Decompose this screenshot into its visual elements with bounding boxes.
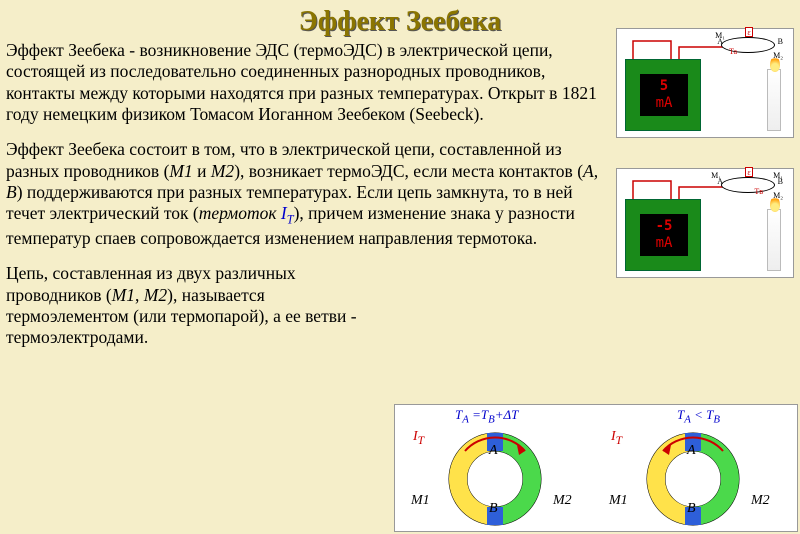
- p2-c: ), возникает термоЭДС, если места контак…: [234, 161, 583, 181]
- p2-it: IT: [281, 203, 294, 223]
- candle-2: [767, 209, 781, 271]
- emf-symbol: ε: [745, 27, 753, 37]
- ring-diagrams: TA =TB+ΔT IT A B M1 M2 TA < TB IT A B M1…: [394, 404, 798, 532]
- meter-2-unit: mA: [640, 235, 688, 252]
- meter-2: -5 mA: [625, 199, 701, 271]
- lbl-m1b-2: M₁: [773, 171, 783, 180]
- meter-1-value: 5: [640, 78, 688, 95]
- body-text: Эффект Зеебека - возникновение ЭДС (терм…: [6, 40, 606, 363]
- meter-2-value: -5: [640, 218, 688, 235]
- flame-icon-2: [770, 196, 780, 212]
- paragraph-2: Эффект Зеебека состоит в том, что в элек…: [6, 139, 606, 249]
- ring-right-a: A: [687, 443, 696, 459]
- emf-symbol-2: ε: [745, 167, 753, 177]
- flame-icon: [770, 56, 780, 72]
- ring-left-formula: TA =TB+ΔT: [455, 407, 518, 426]
- ring-left-it: IT: [413, 429, 424, 447]
- p2-m2: М2: [211, 161, 234, 181]
- figure-2: ε A B M₁ M₁ M₂ Tв -5 mA: [616, 168, 794, 278]
- ring-left-m1: M1: [411, 493, 430, 509]
- ring-right-it: IT: [611, 429, 622, 447]
- it-sub: T: [418, 434, 424, 447]
- it-sub-r: T: [616, 434, 622, 447]
- ring-right-formula: TA < TB: [677, 407, 720, 426]
- ring-right-m1: M1: [609, 493, 628, 509]
- ring-left-m2: M2: [553, 493, 572, 509]
- meter-1-unit: mA: [640, 95, 688, 112]
- p3-b: ,: [135, 285, 144, 305]
- lbl-tb: Tв: [754, 187, 763, 196]
- p3-m2: М2: [144, 285, 167, 305]
- figure-1: ε A B M₁ M₂ Ta 5 mA: [616, 28, 794, 138]
- ring-left-a: A: [489, 443, 498, 459]
- candle-1: [767, 69, 781, 131]
- p3-m1: М1: [112, 285, 135, 305]
- lbl-m1-2: M₁: [711, 171, 721, 180]
- thermocouple-oval-2: [721, 177, 775, 193]
- p2-b: и: [193, 161, 211, 181]
- meter-1-screen: 5 mA: [640, 74, 688, 116]
- ring-right-b: B: [687, 501, 696, 517]
- paragraph-3: Цепь, составленная из двух различных про…: [6, 263, 386, 348]
- meter-1: 5 mA: [625, 59, 701, 131]
- p2-term: термоток: [199, 203, 281, 223]
- paragraph-1: Эффект Зеебека - возникновение ЭДС (терм…: [6, 40, 606, 125]
- ring-right-m2: M2: [751, 493, 770, 509]
- lbl-b: B: [778, 37, 783, 46]
- p2-it-sub: T: [287, 213, 294, 227]
- ring-left-b: B: [489, 501, 498, 517]
- lbl-m1: M₁: [715, 31, 725, 40]
- lbl-ta: Ta: [729, 47, 737, 56]
- p2-m1: М1: [169, 161, 192, 181]
- meter-2-screen: -5 mA: [640, 214, 688, 256]
